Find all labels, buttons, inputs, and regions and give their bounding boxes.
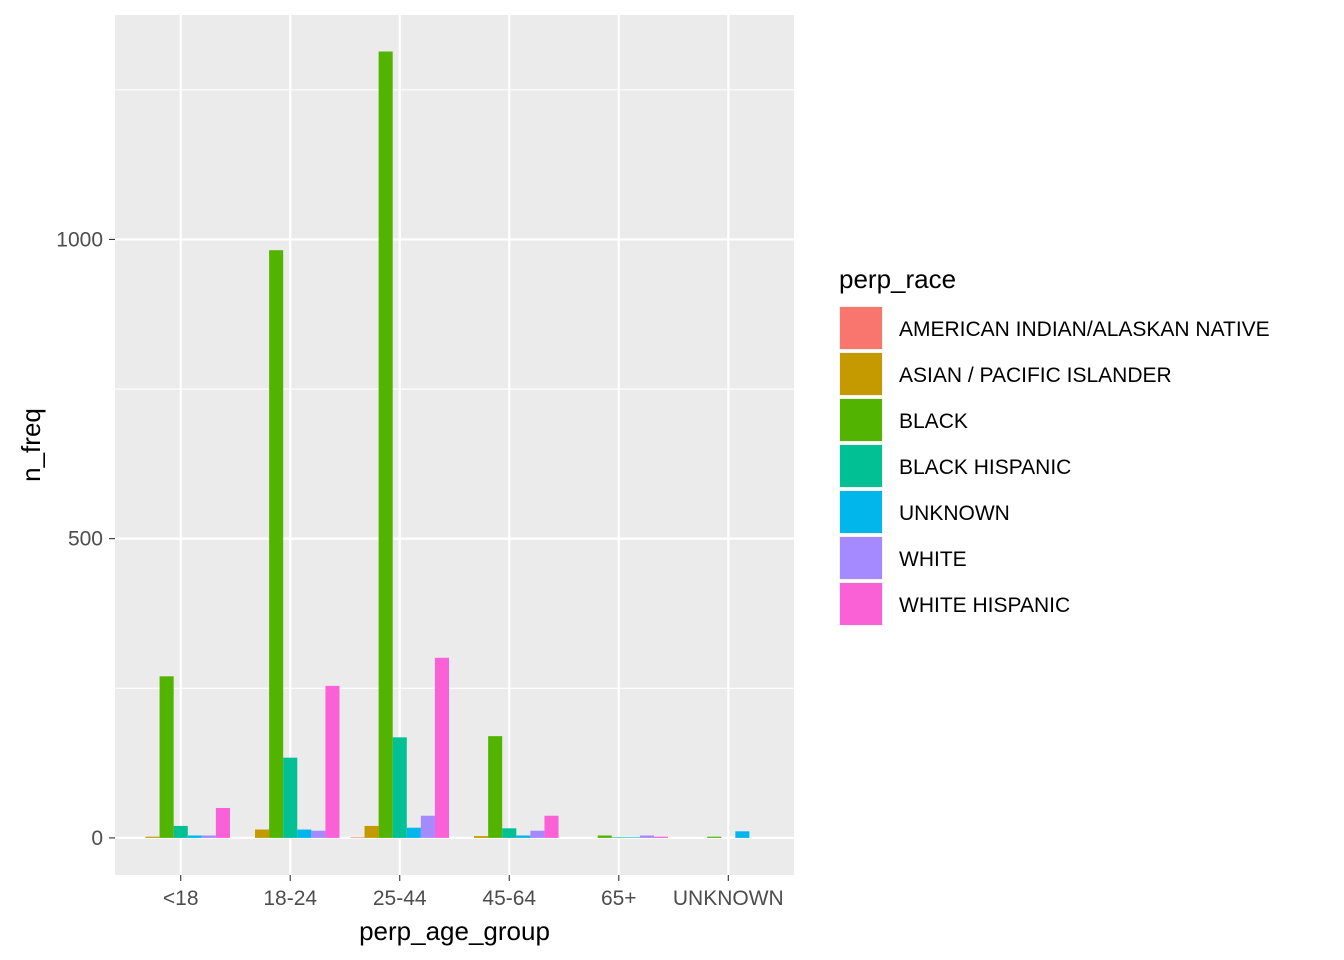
legend-swatch [840,583,882,625]
bar [392,737,407,838]
plot-panel [115,15,794,875]
legend-label: UNKNOWN [899,502,1010,525]
x-tick-label: 45-64 [482,887,536,910]
bar [297,829,312,838]
bars [145,51,750,838]
bar [201,835,216,838]
legend-label: BLACK [899,410,968,433]
x-tick-label: UNKNOWN [673,887,784,910]
legend-title: perp_race [839,264,956,294]
x-tick-label: <18 [163,887,199,910]
bar [474,836,489,838]
bar [434,657,450,838]
bar [311,830,326,838]
legend-label: ASIAN / PACIFIC ISLANDER [899,364,1172,387]
bar [350,837,365,838]
bar [325,685,340,838]
bar [625,837,640,838]
bar [516,835,531,838]
legend-label: WHITE HISPANIC [899,594,1070,617]
bar [611,837,626,838]
bar [269,250,284,838]
bar [502,828,517,838]
legend-swatch [840,353,882,395]
grid-lines [115,15,794,875]
x-tick-label: 65+ [601,887,637,910]
y-tick-label: 500 [68,528,103,551]
bar [735,831,750,838]
y-tick-label: 1000 [56,228,103,251]
legend-swatch [840,537,882,579]
axes: 0 500 1000 <18 18-24 25-44 45-64 65+ UNKNOWN [56,228,783,910]
bar [173,825,188,838]
bar [255,829,270,838]
legend-swatch [840,307,882,349]
bar [159,676,174,838]
bar [364,825,379,838]
bar [406,827,421,838]
bar [653,836,669,838]
legend-label: BLACK HISPANIC [899,456,1071,479]
y-axis-title: n_freq [16,408,46,482]
y-tick-label: 0 [91,827,103,850]
x-tick-label: 25-44 [373,887,427,910]
bar [378,51,393,838]
x-axis-title: perp_age_group [359,916,550,946]
bar [544,815,559,838]
bar [639,835,654,838]
x-tick-label: 18-24 [263,887,317,910]
legend-swatch [840,399,882,441]
bar [488,736,503,838]
bar [145,836,160,838]
bar [187,835,202,838]
bar [707,836,722,838]
legend-label: WHITE [899,548,967,571]
legend-swatch [840,445,882,487]
legend: AMERICAN INDIAN/ALASKAN NATIVE ASIAN / PA… [839,306,1270,626]
legend-swatch [840,491,882,533]
bar [283,757,298,838]
bar [597,835,612,838]
bar [530,830,545,838]
bar [420,815,435,838]
bar [215,807,230,838]
legend-label: AMERICAN INDIAN/ALASKAN NATIVE [899,318,1270,341]
